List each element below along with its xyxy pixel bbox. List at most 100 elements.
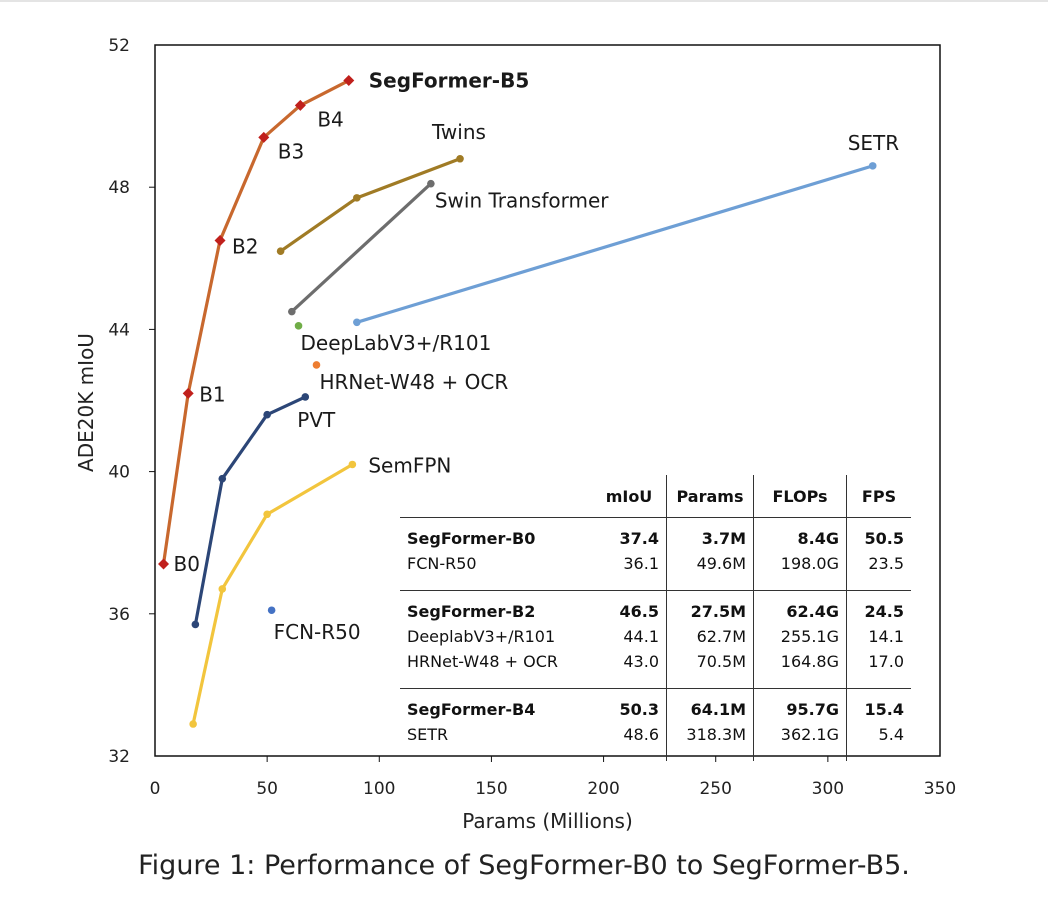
- table-cell-model: SegFormer-B2: [407, 602, 536, 621]
- marker-segformer: [182, 387, 194, 399]
- table-header-row: mIoU Params FLOPs FPS: [400, 475, 911, 518]
- x-tick-label: 250: [699, 779, 731, 799]
- table-cell-miou: 36.1: [592, 551, 667, 591]
- table-cell-fps: 5.4: [878, 725, 904, 744]
- series-label-pvt: PVT: [297, 408, 336, 432]
- x-tick-label: 0: [150, 779, 161, 799]
- marker-pvt: [301, 393, 310, 401]
- table-cell-fps: 17.0: [868, 652, 904, 671]
- y-tick-label: 32: [108, 747, 130, 767]
- series-line-semfpn: [191, 463, 354, 725]
- marker-hrnet-w48-ocr: [312, 361, 321, 369]
- table-cell-fps: 23.5: [868, 554, 904, 573]
- point-label-segformer-b5: SegFormer-B5: [369, 69, 529, 93]
- x-tick-label: 150: [475, 779, 507, 799]
- table-cell-flops: 255.1G: [753, 624, 847, 649]
- table-cell-miou: 37.4: [592, 517, 667, 551]
- table-cell-flops: 62.4G: [753, 590, 847, 624]
- chart: 0 50 100 150 200 250 300 350 32 36 40 44 48 52 Params …: [74, 36, 956, 833]
- table-cell-params: 3.7M: [666, 517, 754, 551]
- table-cell-fps: 24.5: [864, 602, 904, 621]
- table-header-flops: FLOPs: [753, 475, 847, 518]
- table-cell-miou: 44.1: [592, 624, 667, 649]
- point-label-b0: B0: [174, 552, 200, 576]
- table-cell-params: 27.5M: [666, 590, 754, 624]
- labels-layer: B0 B1 B2 B3 B4 SegFormer-B5 Twins Swin Transfor…: [174, 69, 900, 645]
- series-layer: [158, 75, 877, 728]
- table-row: SegFormer-B2 46.5 27.5M 62.4G 24.5: [400, 590, 911, 624]
- table-cell-fps: 15.4: [864, 700, 904, 719]
- table-cell-flops: 95.7G: [753, 688, 847, 722]
- table-cell-miou: 46.5: [592, 590, 667, 624]
- series-label-swin-transformer: Swin Transformer: [435, 189, 609, 213]
- y-tick-label: 40: [108, 463, 130, 483]
- table-cell-miou: 48.6: [592, 722, 667, 761]
- marker-semfpn: [189, 720, 197, 728]
- table-row: SegFormer-B4 50.3 64.1M 95.7G 15.4: [400, 688, 911, 722]
- results-table: mIoU Params FLOPs FPS SegFormer-B0 37.4 3.…: [400, 475, 911, 761]
- marker-swin-transformer: [427, 179, 435, 188]
- x-tick-label: 300: [812, 779, 844, 799]
- table-cell-params: 49.6M: [666, 551, 754, 591]
- y-tick-label: 36: [108, 605, 130, 625]
- series-line-segformer: [161, 79, 350, 565]
- table-row: SETR 48.6 318.3M 362.1G 5.4: [400, 722, 911, 761]
- marker-setr: [868, 162, 877, 170]
- table-row: FCN-R50 36.1 49.6M 198.0G 23.5: [400, 551, 911, 591]
- series-line-pvt: [193, 395, 306, 625]
- y-tick-label: 44: [108, 320, 130, 340]
- point-label-b1: B1: [199, 382, 225, 406]
- y-axis-title: ADE20K mIoU: [74, 333, 98, 472]
- x-tick-label: 200: [587, 779, 619, 799]
- table-header-miou: mIoU: [592, 475, 667, 518]
- point-label-b3: B3: [278, 139, 304, 163]
- point-label-b4: B4: [317, 107, 343, 131]
- table-cell-miou: 43.0: [592, 649, 667, 689]
- series-label-fcn-r50: FCN-R50: [274, 620, 361, 644]
- table-cell-fps: 50.5: [864, 529, 904, 548]
- table-cell-model: FCN-R50: [407, 554, 477, 573]
- table-cell-model: SegFormer-B4: [407, 700, 536, 719]
- y-tick-label: 48: [108, 178, 130, 198]
- marker-segformer: [258, 131, 270, 143]
- marker-twins: [353, 194, 361, 202]
- x-tick-label: 100: [363, 779, 395, 799]
- table-row: SegFormer-B0 37.4 3.7M 8.4G 50.5: [400, 517, 911, 551]
- table-cell-flops: 198.0G: [753, 551, 847, 591]
- series-label-setr: SETR: [848, 131, 900, 155]
- table-cell-fps: 14.1: [868, 627, 904, 646]
- marker-semfpn: [348, 460, 357, 469]
- top-rule: [0, 0, 1048, 2]
- table-row: HRNet-W48 + OCR 43.0 70.5M 164.8G 17.0: [400, 649, 911, 689]
- plot-frame: [154, 44, 941, 757]
- marker-segformer: [294, 99, 306, 111]
- marker-semfpn: [218, 585, 227, 593]
- table-header-model: [400, 475, 592, 518]
- marker-semfpn: [263, 510, 271, 519]
- marker-twins: [456, 154, 464, 163]
- table-body: SegFormer-B0 37.4 3.7M 8.4G 50.5 FCN-R50 36.1 4…: [400, 517, 911, 761]
- marker-segformer: [158, 558, 170, 570]
- marker-twins: [276, 247, 285, 255]
- series-label-deeplabv3-r101: DeepLabV3+/R101: [301, 331, 492, 355]
- table-cell-model: SETR: [407, 725, 449, 744]
- marker-pvt: [218, 474, 227, 483]
- table-cell-model: SegFormer-B0: [407, 529, 536, 548]
- table-cell-flops: 362.1G: [753, 722, 847, 761]
- marker-segformer: [214, 235, 226, 247]
- table-cell-params: 64.1M: [666, 688, 754, 722]
- marker-deeplabv3-r101: [294, 322, 303, 330]
- table-cell-params: 62.7M: [666, 624, 754, 649]
- x-tick-label: 350: [924, 779, 956, 799]
- marker-fcn-r50: [267, 606, 276, 615]
- table-row: DeeplabV3+/R101 44.1 62.7M 255.1G 14.1: [400, 624, 911, 649]
- figure-caption: Figure 1: Performance of SegFormer-B0 to…: [138, 850, 910, 881]
- table-cell-params: 70.5M: [666, 649, 754, 689]
- point-label-b2: B2: [232, 235, 258, 259]
- x-axis-title: Params (Millions): [462, 809, 633, 833]
- table-cell-flops: 164.8G: [753, 649, 847, 689]
- table-cell-miou: 50.3: [592, 688, 667, 722]
- marker-swin-transformer: [288, 307, 296, 316]
- table-cell-params: 318.3M: [666, 722, 754, 761]
- axes: 0 50 100 150 200 250 300 350 32 36 40 44 48 52 Params …: [74, 36, 956, 833]
